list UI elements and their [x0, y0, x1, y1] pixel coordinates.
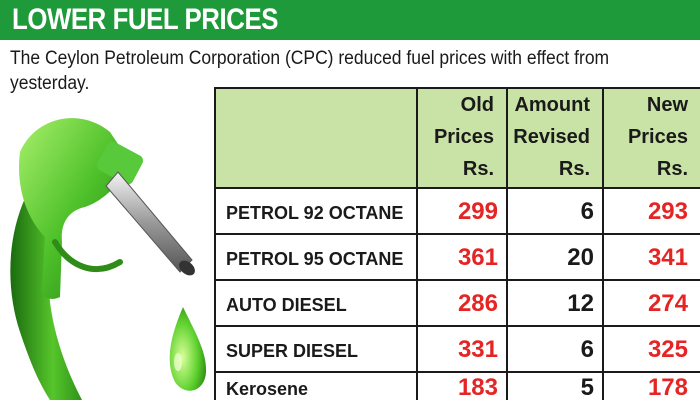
- table-rule: [416, 87, 418, 400]
- table-rule: [214, 325, 700, 327]
- table-rule: [214, 87, 216, 400]
- amount-revised: 20: [567, 244, 594, 271]
- header-line: Old: [460, 94, 494, 116]
- table-rule: [214, 279, 700, 281]
- amount-revised: 12: [567, 290, 594, 317]
- header-fuel: [214, 91, 416, 185]
- old-price: 361: [457, 244, 498, 271]
- table-rule: [214, 87, 700, 89]
- header-line: Prices: [627, 126, 688, 148]
- old-price: 286: [457, 290, 498, 317]
- header-new-prices: New Prices Rs.: [602, 91, 700, 185]
- new-price: 178: [647, 374, 688, 401]
- intro-text: The Ceylon Petroleum Corporation (CPC) r…: [10, 48, 610, 94]
- table-rule: [214, 371, 700, 373]
- amount-revised: 5: [580, 374, 594, 401]
- header-line: Rs.: [462, 158, 494, 180]
- old-price: 331: [457, 336, 498, 363]
- header-line: Rs.: [558, 158, 590, 180]
- header-old-prices: Old Prices Rs.: [416, 91, 506, 185]
- header-line: Revised: [513, 126, 590, 148]
- title-banner: LOWER FUEL PRICES: [0, 0, 700, 40]
- old-price: 183: [457, 374, 498, 401]
- header-line: Amount: [514, 94, 590, 116]
- fuel-name: PETROL 95 OCTANE: [226, 249, 404, 269]
- amount-revised: 6: [580, 198, 594, 225]
- new-price: 274: [647, 290, 688, 317]
- old-price: 299: [457, 198, 498, 225]
- fuel-name: SUPER DIESEL: [226, 341, 359, 361]
- header-line: Prices: [433, 126, 494, 148]
- new-price: 293: [647, 198, 688, 225]
- new-price: 325: [647, 336, 688, 363]
- fuel-nozzle-icon: [10, 118, 207, 400]
- fuel-price-table: Old Prices Rs. Amount Revised Rs. New Pr…: [214, 87, 700, 401]
- table-rule: [214, 187, 700, 189]
- fuel-name: PETROL 92 OCTANE: [226, 203, 404, 223]
- header-amount-revised: Amount Revised Rs.: [506, 91, 602, 185]
- header-line: New: [646, 94, 688, 116]
- amount-revised: 6: [580, 336, 594, 363]
- table-rule: [602, 87, 604, 400]
- table-rule: [506, 87, 508, 400]
- fuel-name: Kerosene: [226, 379, 309, 399]
- page-title: LOWER FUEL PRICES: [12, 3, 279, 36]
- table-header-row: [214, 87, 700, 187]
- fuel-name: AUTO DIESEL: [226, 295, 347, 315]
- new-price: 341: [647, 244, 688, 271]
- table-rule: [214, 233, 700, 235]
- header-line: Rs.: [656, 158, 688, 180]
